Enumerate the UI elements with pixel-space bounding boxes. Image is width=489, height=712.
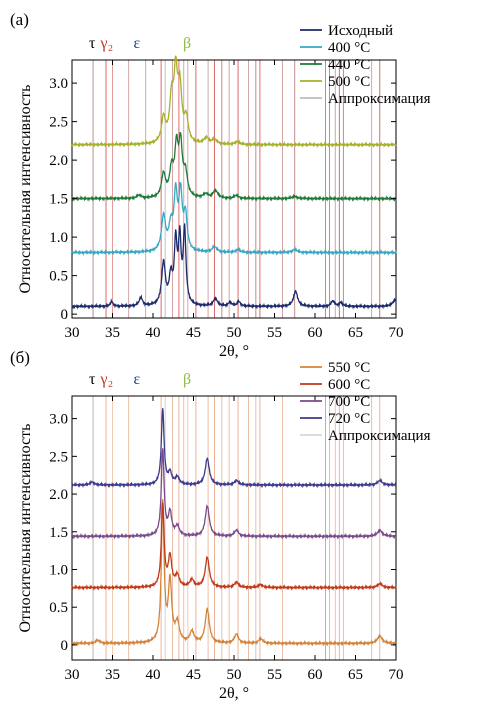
x-tick-label: 70	[389, 325, 404, 341]
x-tick-label: 50	[227, 325, 242, 341]
x-tick-label: 35	[105, 667, 120, 683]
chart-panel-b: 30 35 40 45 50 55 60 65 70 0 0.5 1.0 1.5 2.0 2.5 3.0 2θ,…	[10, 348, 431, 702]
series-line-3	[71, 408, 397, 489]
series-line-2	[71, 448, 397, 540]
legend-label: 550 °C	[328, 360, 370, 376]
x-tick-label: 65	[348, 325, 363, 341]
legend-label: Аппроксимация	[328, 91, 431, 107]
legend-label: 700 °C	[328, 394, 370, 410]
y-tick-label: 0.5	[49, 600, 68, 616]
x-tick-label: 30	[65, 325, 80, 341]
y-tick-label: 2.0	[49, 153, 68, 169]
x-tick-label: 35	[105, 325, 120, 341]
y-tick-label: 2.5	[49, 449, 68, 465]
y-axis-label: Относительная интенсивность	[17, 424, 34, 633]
x-tick-label: 30	[65, 667, 80, 683]
legend-label: 440 °C	[328, 57, 370, 73]
y-tick-label: 3.0	[49, 76, 68, 92]
series-line-0	[71, 223, 397, 310]
y-axis-label: Относительная интенсивность	[17, 85, 34, 294]
y-tick-label: 1.5	[49, 525, 68, 541]
series-line-3	[71, 55, 397, 149]
x-tick-label: 60	[308, 667, 323, 683]
y-tick-label: 0	[61, 638, 69, 654]
phase-label: τ	[89, 371, 96, 388]
phase-label: τ	[89, 35, 96, 52]
series-line-2	[71, 132, 397, 202]
x-tick-label: 60	[308, 325, 323, 341]
series-line-0	[71, 499, 397, 647]
y-tick-label: 1.5	[49, 192, 68, 208]
y-tick-label: 1.0	[49, 562, 68, 578]
x-tick-label: 45	[186, 667, 201, 683]
legend-label: 500 °C	[328, 74, 370, 90]
panel-label: (б)	[10, 348, 30, 367]
legend-label: 400 °C	[328, 40, 370, 56]
y-tick-label: 0.5	[49, 269, 68, 285]
phase-label: γ₂	[100, 35, 114, 52]
legend-label: Аппроксимация	[328, 428, 431, 444]
series-line-1	[71, 182, 397, 257]
legend-label: Исходный	[328, 23, 393, 39]
x-tick-label: 45	[186, 325, 201, 341]
phase-label: β	[183, 371, 191, 388]
y-tick-label: 1.0	[49, 230, 68, 246]
x-tick-label: 55	[267, 667, 282, 683]
y-tick-label: 3.0	[49, 412, 68, 428]
x-tick-label: 70	[389, 667, 404, 683]
phase-label: ε	[133, 35, 140, 52]
x-tick-label: 40	[146, 667, 161, 683]
series-line-1	[71, 502, 397, 591]
x-tick-label: 40	[146, 325, 161, 341]
x-axis-label: 2θ, °	[219, 685, 249, 702]
y-tick-label: 0	[61, 307, 69, 323]
x-tick-label: 55	[267, 325, 282, 341]
phase-label: γ₂	[100, 371, 114, 388]
chart-panel-a: 30 35 40 45 50 55 60 65 70 0 0.5 1.0 1.5 2.0 2.5 3.0 2θ,…	[10, 10, 431, 360]
x-tick-label: 65	[348, 667, 363, 683]
phase-label: β	[183, 35, 191, 52]
y-tick-label: 2.5	[49, 115, 68, 131]
legend-label: 600 °C	[328, 377, 370, 393]
panel-label: (а)	[10, 10, 29, 29]
legend-label: 720 °C	[328, 411, 370, 427]
y-tick-label: 2.0	[49, 487, 68, 503]
x-tick-label: 50	[227, 667, 242, 683]
x-axis-label: 2θ, °	[219, 343, 249, 360]
phase-label: ε	[133, 371, 140, 388]
